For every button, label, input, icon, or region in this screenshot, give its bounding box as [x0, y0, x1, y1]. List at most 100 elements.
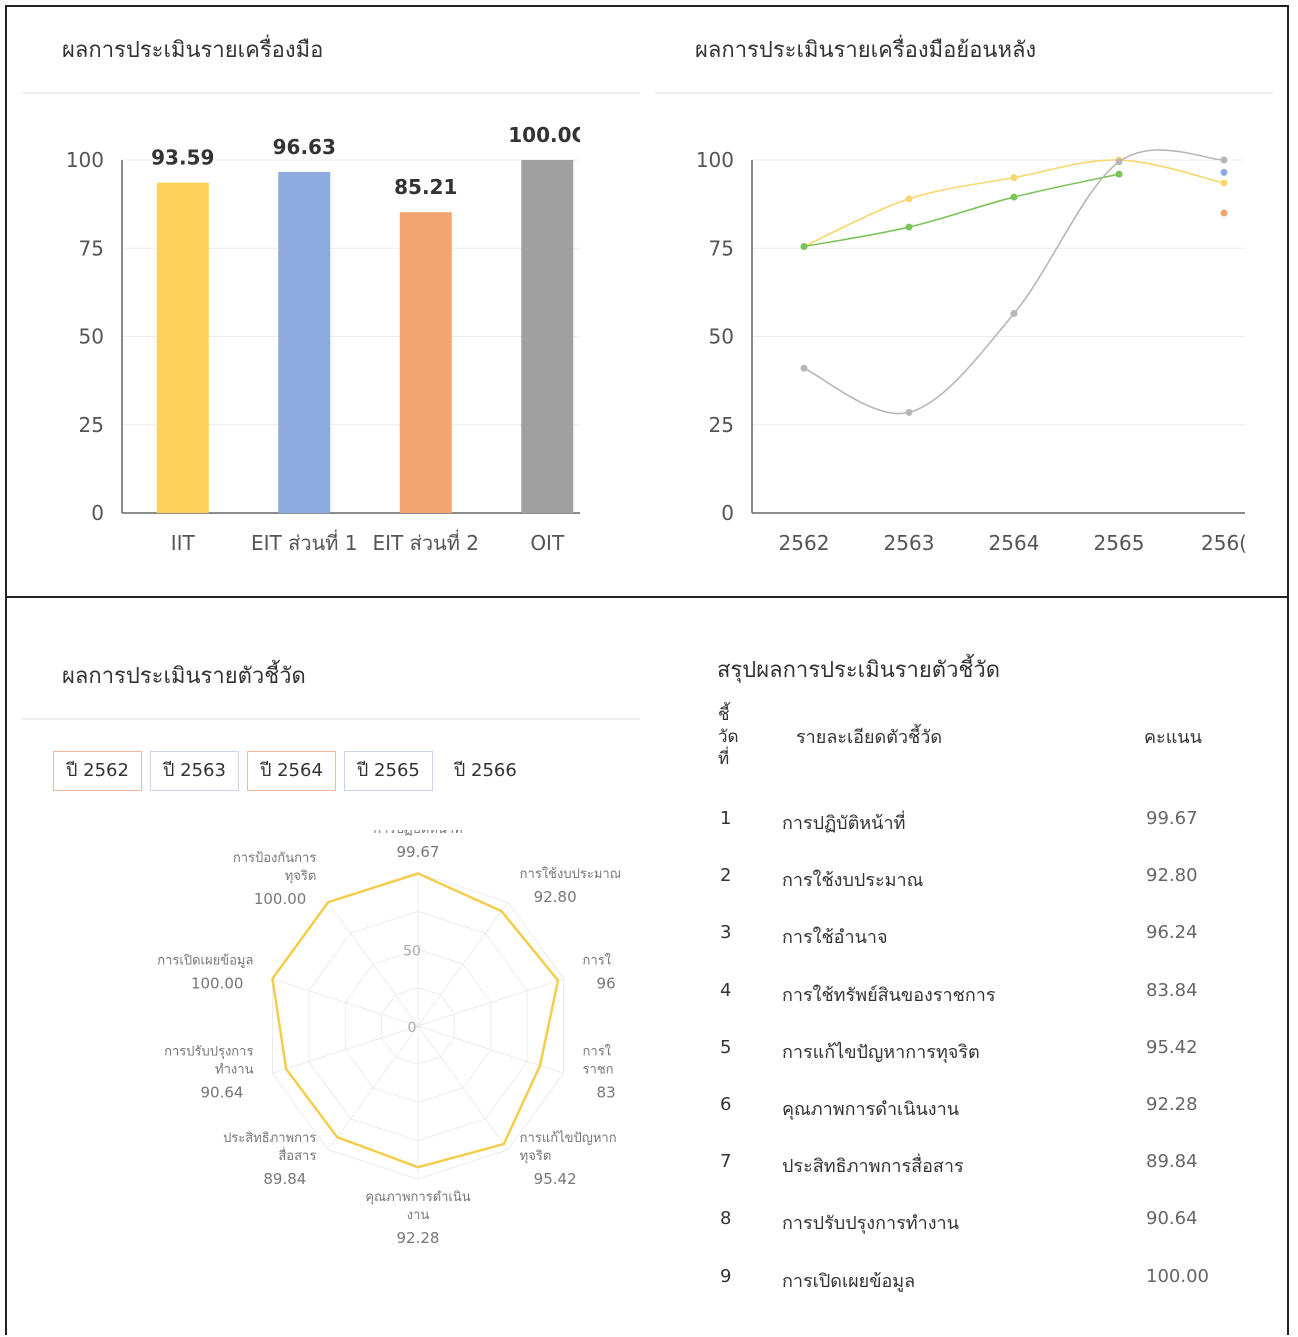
bar-value-label: 93.59 [151, 146, 214, 170]
series-point [1010, 174, 1018, 182]
table-row: 5 การแก้ไขปัญหาการทุจริต 95.42 [716, 1019, 1216, 1076]
row-description: ประสิทธิภาพการสื่อสาร [782, 1156, 964, 1178]
table-row: 4 การใช้ทรัพย์สินของราชการ 83.84 [716, 962, 1216, 1019]
radar-axis-label: การเปิดเผยข้อมูล [157, 954, 253, 969]
card-separator [22, 92, 640, 94]
tab-year-2566[interactable]: ปี 2566 [440, 751, 530, 791]
y-tick-label: 50 [709, 325, 734, 349]
x-tick-label: EIT ส่วนที่ 1 [251, 529, 357, 555]
series-line [803, 159, 1225, 248]
x-tick-label: IIT [171, 531, 196, 555]
series-line [803, 173, 1120, 248]
radar-axis-value: 92.80 [534, 888, 577, 906]
row-description: การใช้อำนาจ [782, 927, 888, 949]
card-title-indicator: ผลการประเมินรายตัวชี้วัด [62, 664, 306, 689]
y-tick-label: 75 [79, 236, 104, 260]
history-line-chart: 0 25 50 75 100 2562 2563 2564 2565 256( [696, 148, 1247, 555]
tab-year-2564[interactable]: ปี 2564 [246, 751, 336, 791]
row-no: 9 [720, 1265, 732, 1287]
x-tick-label: 2563 [884, 531, 935, 555]
table-row: 2 การใช้งบประมาณ 92.80 [716, 847, 1216, 904]
table-row: 3 การใช้อำนาจ 96.24 [716, 904, 1216, 961]
radar-axis-value: 89.84 [263, 1170, 306, 1188]
radar-axis-label: การปฏิบัติหน้าที่ [373, 830, 462, 837]
series-point [1010, 310, 1018, 318]
row-description: การปรับปรุงการทำงาน [782, 1213, 959, 1235]
radar-series-shape [271, 872, 560, 1169]
screenshot-frame [5, 5, 1289, 1335]
row-no: 4 [720, 979, 732, 1001]
bar [278, 171, 331, 513]
row-no: 1 [720, 808, 732, 829]
row-score: 92.80 [1146, 865, 1198, 887]
radar-axis-label: การแก้ไขปัญหาก [520, 1130, 617, 1146]
radar-axis-label: ทุจริต [520, 1149, 552, 1164]
row-description: การปฏิบัติหน้าที่ [782, 813, 906, 834]
tab-year-2563[interactable]: ปี 2563 [149, 751, 239, 791]
y-tick-label: 25 [79, 413, 104, 437]
series-point [800, 364, 808, 372]
card-title-summary: สรุปผลการประเมินรายตัวชี้วัด [717, 658, 1001, 683]
row-score: 89.84 [1146, 1151, 1198, 1173]
row-score: 99.67 [1146, 808, 1198, 829]
radar-spoke [417, 978, 564, 1027]
header-no-line: ชี้ [718, 705, 730, 725]
series-point [905, 195, 913, 203]
radar-spoke [272, 978, 419, 1027]
row-no: 7 [720, 1151, 732, 1173]
row-description: การใช้งบประมาณ [782, 870, 924, 892]
radar-axis-label: การใช้งบประมาณ [520, 866, 620, 882]
radar-axis-value: 99.67 [397, 843, 440, 861]
radar-axis-value: 100.00 [191, 975, 244, 993]
header-no-line: ที่ [718, 749, 730, 769]
table-row: 6 คุณภาพการดำเนินงาน 92.28 [716, 1076, 1216, 1133]
row-description: การแก้ไขปัญหาการทุจริต [782, 1041, 980, 1063]
radar-axis-label: การใ [583, 1043, 612, 1059]
series-line [803, 149, 1225, 415]
radar-spoke [272, 1025, 419, 1074]
radar-axis-value: 90.64 [201, 1083, 244, 1101]
y-tick-label: 100 [696, 148, 734, 172]
x-tick-label: 2564 [989, 531, 1040, 555]
radial-tick-label: 50 [403, 944, 421, 960]
header-score: คะแนน [1144, 727, 1202, 748]
summary-card: สรุปผลการประเมินรายตัวชี้วัด [655, 636, 1275, 1336]
series-point [1220, 168, 1228, 176]
series-point [800, 242, 808, 250]
row-score: 95.42 [1146, 1036, 1198, 1058]
card-title-history: ผลการประเมินรายเครื่องมือย้อนหลัง [695, 38, 1037, 63]
radar-axis-label: การป้องกันการ [233, 851, 316, 866]
table-header: ชี้ วัด ที่ รายละเอียดตัวชี้วัด คะแนน [716, 698, 1216, 790]
summary-table: ชี้ วัด ที่ รายละเอียดตัวชี้วัด คะแนน 1 ก… [716, 698, 1216, 1305]
row-no: 2 [720, 865, 732, 887]
card-title-tools: ผลการประเมินรายเครื่องมือ [62, 38, 324, 63]
radar-axis-label: สื่อสาร [278, 1147, 316, 1164]
bar-value-label: 85.21 [394, 175, 457, 199]
row-score: 100.00 [1146, 1265, 1209, 1287]
row-no: 6 [720, 1093, 732, 1115]
header-no-line: วัด [718, 727, 739, 747]
row-no: 8 [720, 1208, 732, 1230]
x-tick-label: EIT ส่วนที่ 2 [373, 529, 479, 555]
row-description: การเปิดเผยข้อมูล [782, 1270, 916, 1292]
radar-axis-value: 96 [597, 975, 616, 993]
radar-axis-label: ราชก [583, 1062, 614, 1077]
header-indicator-no: ชี้ วัด ที่ [718, 704, 742, 770]
table-row: 7 ประสิทธิภาพการสื่อสาร 89.84 [716, 1133, 1216, 1190]
y-tick-label: 50 [79, 325, 104, 349]
series-point [1220, 209, 1228, 217]
row-no: 3 [720, 922, 732, 944]
year-tabs: ปี 2562 ปี 2563 ปี 2564 ปี 2565 ปี 2566 [53, 751, 530, 791]
series-point [1220, 156, 1228, 164]
bar-value-label: 96.63 [273, 135, 336, 159]
radar-axis-label: ประสิทธิภาพการ [223, 1131, 316, 1146]
series-point [905, 223, 913, 231]
radar-axis-label: คุณภาพการดำเนิน [365, 1190, 470, 1205]
card-separator [22, 718, 640, 720]
series-point [1115, 170, 1123, 178]
radar-spoke [327, 901, 419, 1027]
x-tick-label: 2562 [779, 531, 830, 555]
bar [521, 160, 574, 513]
tab-year-2562[interactable]: ปี 2562 [53, 751, 142, 791]
tab-year-2565[interactable]: ปี 2565 [343, 751, 433, 791]
